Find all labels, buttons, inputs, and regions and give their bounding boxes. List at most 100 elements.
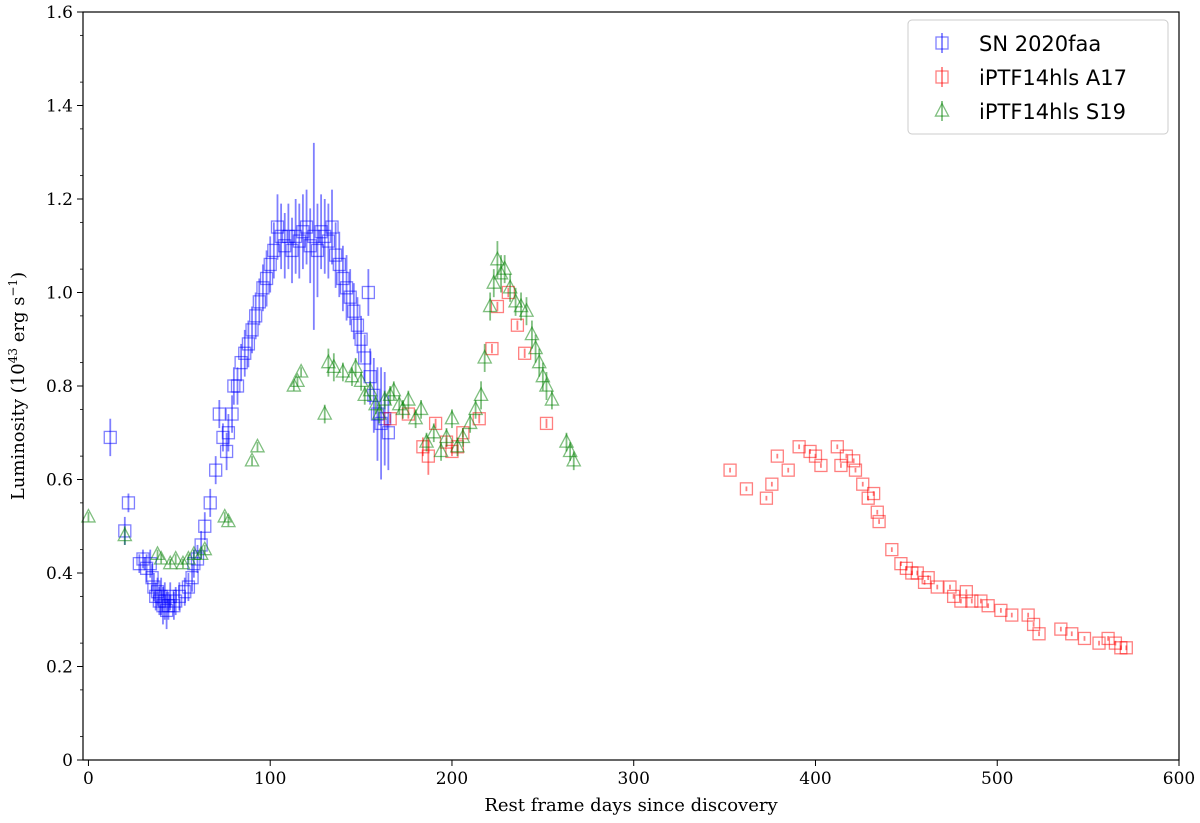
data-point-square bbox=[274, 229, 288, 244]
data-point-triangle bbox=[362, 381, 378, 397]
data-point-square bbox=[132, 557, 146, 571]
y-tick-label: 1.0 bbox=[46, 284, 73, 304]
data-point-triangle bbox=[527, 339, 544, 355]
data-point-square bbox=[198, 519, 212, 533]
data-point-square bbox=[281, 229, 296, 244]
y-tick-label: 0.6 bbox=[46, 471, 73, 491]
data-point-triangle bbox=[558, 433, 575, 448]
legend-marker-iptf14hls-s19 bbox=[934, 101, 950, 121]
data-point-square bbox=[318, 229, 332, 244]
x-tick-label: 600 bbox=[1163, 769, 1195, 789]
data-point-square bbox=[539, 416, 554, 431]
data-point-triangle bbox=[244, 451, 260, 467]
data-point-square bbox=[209, 463, 223, 477]
data-point-square bbox=[856, 477, 870, 491]
data-point-triangle bbox=[538, 377, 555, 392]
data-point-square bbox=[263, 257, 277, 272]
y-axis-label-part-2: erg s bbox=[8, 297, 29, 348]
data-point-square bbox=[770, 449, 784, 463]
data-point-square bbox=[946, 589, 961, 604]
data-point-triangle bbox=[117, 526, 133, 542]
data-point-triangle bbox=[400, 391, 417, 406]
data-point-triangle bbox=[473, 386, 489, 402]
y-tick-label: 0.8 bbox=[46, 377, 73, 397]
data-point-square bbox=[935, 36, 949, 50]
data-point-square bbox=[325, 220, 339, 234]
data-point-square bbox=[885, 542, 899, 557]
data-point-square bbox=[252, 295, 266, 309]
data-point-square bbox=[307, 229, 321, 244]
data-point-triangle bbox=[180, 550, 197, 565]
data-point-triangle bbox=[326, 358, 342, 373]
data-point-square bbox=[930, 580, 944, 594]
data-point-square bbox=[299, 220, 314, 234]
data-point-triangle bbox=[293, 363, 309, 378]
legend-label-iptf14hls-s19: iPTF14hls S19 bbox=[979, 100, 1126, 124]
y-axis-label-exponent-1: 43 bbox=[6, 348, 20, 363]
data-point-triangle bbox=[518, 302, 535, 317]
series-1 bbox=[383, 285, 1133, 655]
data-point-square bbox=[866, 486, 881, 501]
data-point-triangle bbox=[433, 442, 449, 458]
data-point-triangle bbox=[486, 274, 502, 289]
data-point-square bbox=[935, 70, 949, 84]
data-point-square bbox=[136, 552, 150, 566]
data-point-square bbox=[347, 304, 361, 318]
data-point-square bbox=[870, 505, 884, 519]
data-point-triangle bbox=[249, 437, 266, 453]
data-point-square bbox=[1005, 608, 1019, 622]
data-point-square bbox=[1077, 631, 1092, 646]
data-point-square bbox=[830, 440, 844, 454]
data-point-triangle bbox=[320, 353, 337, 369]
data-point-triangle bbox=[462, 414, 478, 430]
series-2 bbox=[80, 241, 582, 570]
legend-box bbox=[907, 19, 1169, 135]
data-point-square bbox=[1054, 622, 1068, 636]
data-point-triangle bbox=[566, 451, 582, 467]
data-point-square bbox=[121, 496, 136, 510]
data-point-square bbox=[241, 337, 256, 351]
data-point-square bbox=[872, 514, 886, 529]
data-point-triangle bbox=[407, 409, 424, 425]
data-point-square bbox=[230, 379, 245, 393]
data-point-triangle bbox=[531, 353, 547, 369]
data-point-triangle bbox=[455, 428, 471, 444]
data-point-square bbox=[328, 248, 343, 262]
legend-marker-sn-2020faa bbox=[935, 33, 949, 53]
data-point-square bbox=[321, 234, 336, 248]
data-point-square bbox=[285, 243, 299, 258]
data-point-square bbox=[781, 463, 795, 477]
x-tick-label: 500 bbox=[981, 769, 1013, 789]
data-point-triangle bbox=[524, 325, 540, 341]
x-tick-label: 400 bbox=[799, 769, 831, 789]
data-point-square bbox=[178, 585, 192, 599]
data-point-square bbox=[339, 281, 354, 295]
data-point-square bbox=[485, 341, 499, 356]
y-axis-label-part-3: ) bbox=[8, 272, 29, 279]
data-point-square bbox=[249, 309, 263, 323]
data-point-triangle bbox=[289, 372, 306, 388]
data-point-triangle bbox=[502, 278, 518, 294]
data-point-square bbox=[303, 239, 317, 253]
data-point-square bbox=[343, 290, 357, 304]
data-point-triangle bbox=[418, 433, 435, 448]
data-point-triangle bbox=[507, 293, 524, 308]
y-tick-label: 1.4 bbox=[46, 97, 73, 117]
data-point-triangle bbox=[482, 297, 498, 313]
data-point-triangle bbox=[371, 405, 387, 420]
data-point-triangle bbox=[357, 386, 373, 402]
data-point-square bbox=[1119, 641, 1133, 655]
data-point-square bbox=[212, 407, 226, 421]
y-tick-label: 0.2 bbox=[46, 658, 73, 678]
data-point-square bbox=[314, 225, 328, 239]
data-point-square bbox=[974, 594, 988, 608]
data-point-square bbox=[278, 239, 292, 253]
data-point-square bbox=[994, 603, 1008, 618]
data-point-square bbox=[256, 281, 270, 295]
data-point-square bbox=[965, 594, 979, 608]
data-point-square bbox=[169, 594, 183, 608]
data-point-triangle bbox=[377, 391, 393, 406]
x-tick-label: 0 bbox=[83, 769, 94, 789]
legend-label-sn-2020faa: SN 2020faa bbox=[979, 32, 1101, 56]
